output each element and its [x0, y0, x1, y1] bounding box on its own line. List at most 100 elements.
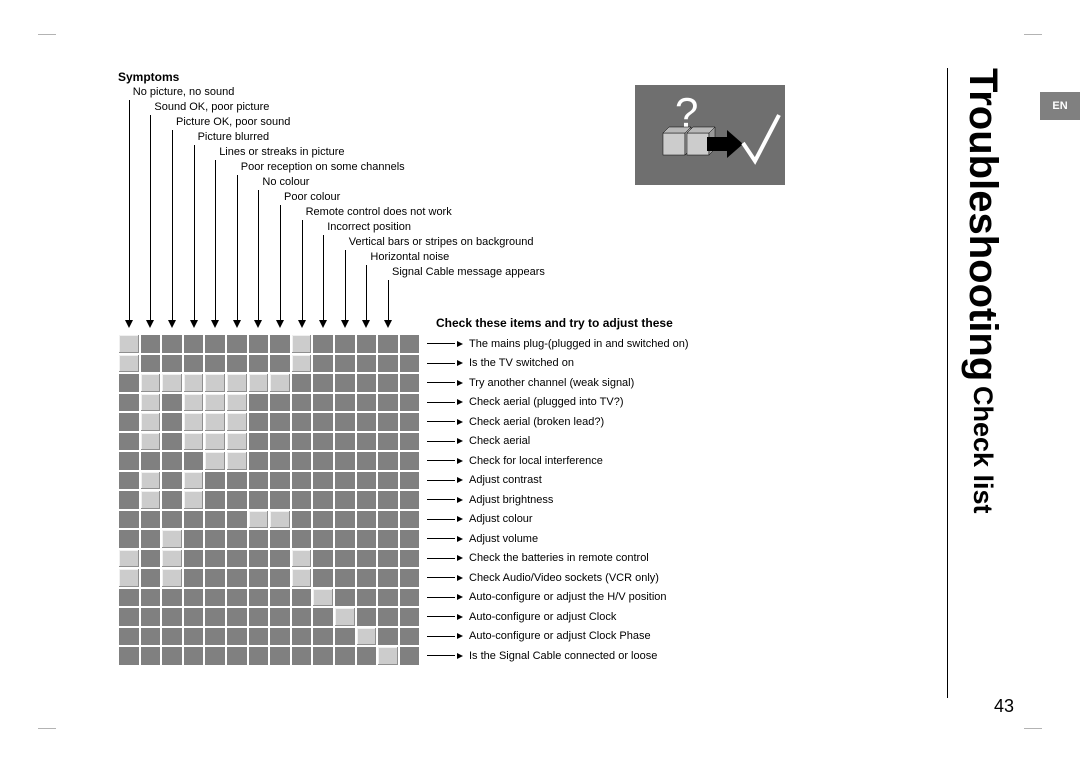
- matrix-cell: [161, 568, 183, 588]
- matrix-cell: [334, 568, 356, 588]
- matrix-cell: [226, 354, 248, 374]
- symptom-line: [388, 280, 389, 320]
- arrow-down-icon: [319, 320, 327, 328]
- symptom-label: Poor colour: [284, 191, 340, 203]
- check-label: Check for local interference: [469, 455, 603, 467]
- matrix-cell: [140, 529, 162, 549]
- matrix-cell: [161, 354, 183, 374]
- matrix-cell: [248, 451, 270, 471]
- matrix-cell: [399, 393, 421, 413]
- matrix-cell: [118, 471, 140, 491]
- matrix-cell: [226, 588, 248, 608]
- check-item: The mains plug-(plugged in and switched …: [427, 338, 689, 350]
- vertical-title: Troubleshooting Check list: [960, 68, 1005, 513]
- check-line: [427, 460, 455, 461]
- matrix-cell: [269, 627, 291, 647]
- matrix-cell: [183, 373, 205, 393]
- troubleshoot-icon: ?: [635, 85, 785, 185]
- matrix-cell: [248, 412, 270, 432]
- check-line: [427, 616, 455, 617]
- matrix-cell: [226, 393, 248, 413]
- matrix-cell: [377, 373, 399, 393]
- matrix-cell: [161, 627, 183, 647]
- matrix-cell: [183, 471, 205, 491]
- matrix-cell: [118, 627, 140, 647]
- matrix-cell: [204, 549, 226, 569]
- matrix-cell: [204, 354, 226, 374]
- matrix-cell: [399, 607, 421, 627]
- check-item: Adjust contrast: [427, 474, 542, 486]
- arrow-right-icon: [457, 419, 463, 425]
- check-item: Adjust brightness: [427, 494, 553, 506]
- symptom-label: No picture, no sound: [133, 86, 235, 98]
- matrix-cell: [356, 510, 378, 530]
- matrix-cell: [377, 471, 399, 491]
- matrix-cell: [248, 393, 270, 413]
- matrix-cell: [291, 490, 313, 510]
- matrix-cell: [226, 510, 248, 530]
- symptom-label: Lines or streaks in picture: [219, 146, 344, 158]
- arrow-down-icon: [384, 320, 392, 328]
- check-item: Check aerial (plugged into TV?): [427, 396, 624, 408]
- matrix-cell: [269, 646, 291, 666]
- matrix-cell: [269, 334, 291, 354]
- matrix-cell: [248, 471, 270, 491]
- arrow-right-icon: [457, 399, 463, 405]
- arrow-right-icon: [457, 360, 463, 366]
- matrix-cell: [161, 471, 183, 491]
- matrix-cell: [269, 412, 291, 432]
- matrix-cell: [312, 471, 334, 491]
- matrix-cell: [161, 607, 183, 627]
- arrow-right-icon: [457, 614, 463, 620]
- matrix-cell: [118, 510, 140, 530]
- matrix-cell: [161, 393, 183, 413]
- matrix-cell: [269, 607, 291, 627]
- matrix-cell: [399, 510, 421, 530]
- matrix-cell: [399, 412, 421, 432]
- check-label: Try another channel (weak signal): [469, 377, 634, 389]
- matrix-cell: [399, 646, 421, 666]
- symptom-line: [366, 265, 367, 320]
- symptom-line: [237, 175, 238, 320]
- matrix-cell: [377, 432, 399, 452]
- matrix-cell: [377, 510, 399, 530]
- matrix-cell: [312, 334, 334, 354]
- matrix-cell: [140, 393, 162, 413]
- matrix-cell: [334, 393, 356, 413]
- check-label: Adjust brightness: [469, 494, 553, 506]
- matrix-cell: [118, 568, 140, 588]
- check-line: [427, 577, 455, 578]
- matrix-cell: [312, 393, 334, 413]
- matrix-cell: [118, 354, 140, 374]
- matrix-cell: [118, 393, 140, 413]
- matrix-cell: [334, 354, 356, 374]
- matrix-cell: [140, 627, 162, 647]
- symptom-label: Picture OK, poor sound: [176, 116, 290, 128]
- matrix-cell: [356, 549, 378, 569]
- matrix-cell: [356, 393, 378, 413]
- matrix-cell: [204, 334, 226, 354]
- matrix-cell: [118, 334, 140, 354]
- matrix-cell: [204, 588, 226, 608]
- check-line: [427, 558, 455, 559]
- matrix-cell: [356, 588, 378, 608]
- arrow-down-icon: [125, 320, 133, 328]
- matrix-cell: [161, 588, 183, 608]
- arrow-down-icon: [233, 320, 241, 328]
- matrix-cell: [269, 432, 291, 452]
- check-line: [427, 519, 455, 520]
- matrix-cell: [399, 490, 421, 510]
- matrix-cell: [356, 451, 378, 471]
- title-small: Check list: [968, 386, 998, 514]
- matrix-cell: [226, 549, 248, 569]
- check-line: [427, 597, 455, 598]
- matrix-cell: [312, 432, 334, 452]
- symptom-line: [150, 115, 151, 320]
- matrix-cell: [399, 432, 421, 452]
- matrix-cell: [377, 568, 399, 588]
- matrix-cell: [204, 627, 226, 647]
- matrix-cell: [377, 529, 399, 549]
- matrix-cell: [226, 471, 248, 491]
- arrow-right-icon: [457, 555, 463, 561]
- matrix-cell: [204, 529, 226, 549]
